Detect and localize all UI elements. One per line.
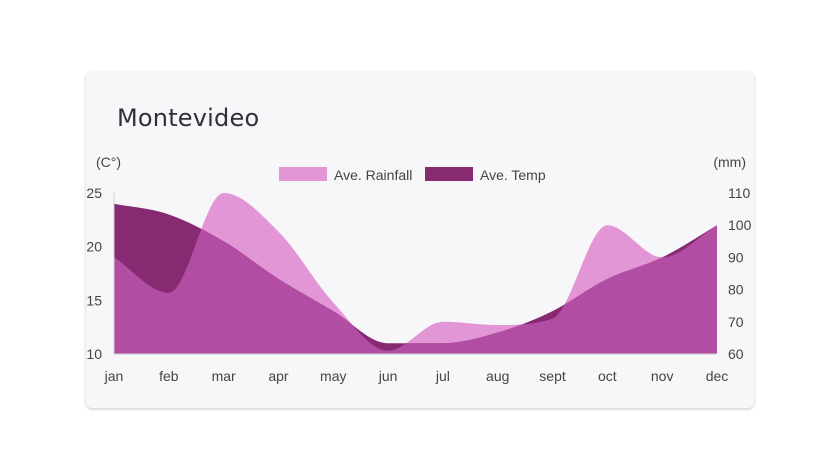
x-tick-label: nov <box>651 368 674 384</box>
x-tick-label: mar <box>212 368 236 384</box>
legend-swatch <box>279 167 327 181</box>
y-left-tick-label: 20 <box>86 239 102 255</box>
x-tick-label: jul <box>435 368 450 384</box>
x-tick-label: sept <box>539 368 566 384</box>
y-right-tick-label: 90 <box>728 249 744 265</box>
x-tick-label: jun <box>378 368 398 384</box>
x-tick-label: apr <box>268 368 289 384</box>
y-left-axis-label: (C°) <box>96 154 121 170</box>
y-left-tick-label: 15 <box>86 292 102 308</box>
y-right-tick-label: 80 <box>728 282 744 298</box>
x-tick-label: jan <box>104 368 124 384</box>
x-tick-label: aug <box>486 368 509 384</box>
y-right-tick-label: 70 <box>728 314 744 330</box>
x-tick-label: feb <box>159 368 179 384</box>
legend-label: Ave. Rainfall <box>334 167 412 183</box>
legend-swatch <box>425 167 473 181</box>
chart-areas <box>114 193 717 354</box>
chart-legend: Ave. Rainfall Ave. Temp <box>279 167 546 183</box>
x-tick-label: oct <box>598 368 617 384</box>
x-tick-label: dec <box>706 368 729 384</box>
y-right-tick-label: 110 <box>728 185 751 201</box>
overlap-area <box>114 203 717 354</box>
chart-title: Montevideo <box>117 104 260 132</box>
y-left-tick-label: 25 <box>86 185 102 201</box>
legend-label: Ave. Temp <box>480 167 546 183</box>
y-right-axis-label: (mm) <box>713 154 746 170</box>
x-tick-label: may <box>320 368 346 384</box>
y-right-tick-label: 60 <box>728 346 744 362</box>
y-right-tick-label: 100 <box>728 217 752 233</box>
chart-axes: 10 15 20 25 60 70 80 90 100 110 jan feb mar apr may jun… <box>86 154 751 384</box>
y-left-tick-label: 10 <box>86 346 102 362</box>
